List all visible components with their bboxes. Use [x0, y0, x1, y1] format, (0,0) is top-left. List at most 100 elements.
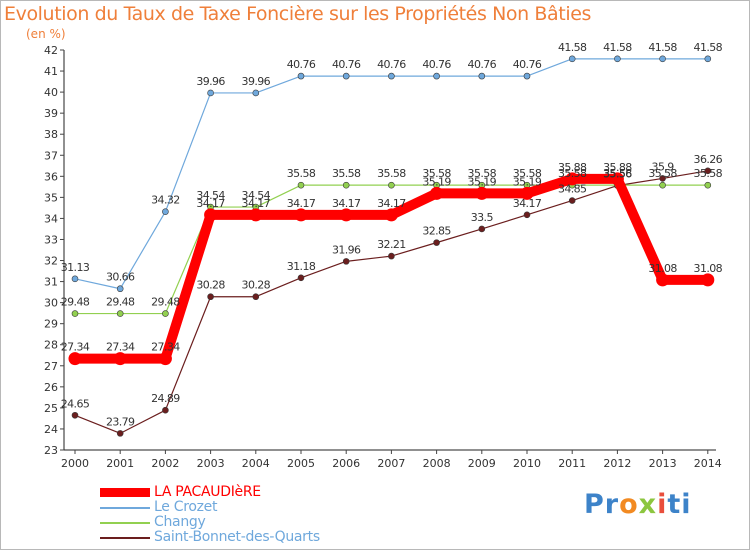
data-point: [116, 310, 124, 317]
data-point: [659, 175, 666, 182]
y-tick-label: 38: [44, 128, 58, 141]
data-label: 39.96: [196, 75, 225, 88]
data-label: 30.66: [106, 271, 135, 284]
x-tick-label: 2006: [332, 457, 360, 470]
data-label: 35.58: [558, 167, 587, 180]
y-tick-label: 26: [44, 381, 58, 394]
data-point: [252, 293, 260, 301]
data-label: 39.96: [242, 75, 271, 88]
data-label: 31.08: [694, 262, 723, 275]
data-label: 24.89: [151, 392, 180, 405]
data-label: 41.58: [558, 41, 587, 54]
y-tick-label: 33: [44, 233, 58, 246]
data-label: 40.76: [332, 58, 361, 71]
x-tick-label: 2003: [197, 457, 225, 470]
y-tick-label: 27: [44, 360, 58, 373]
data-point: [71, 275, 79, 283]
y-tick-label: 31: [44, 276, 58, 289]
data-point: [339, 208, 353, 222]
data-point: [207, 293, 214, 301]
data-point: [249, 208, 263, 222]
data-label: 24.65: [61, 397, 90, 410]
data-label: 32.85: [422, 225, 451, 238]
y-tick-label: 29: [44, 318, 58, 331]
y-tick-label: 23: [44, 444, 58, 457]
data-point: [520, 186, 534, 200]
data-label: 34.17: [377, 197, 406, 210]
x-tick-label: 2014: [694, 457, 722, 470]
data-point: [162, 310, 169, 317]
data-point: [71, 411, 79, 419]
data-label: 34.54: [242, 189, 271, 202]
legend-swatch: [100, 522, 150, 524]
data-label: 34.32: [151, 194, 180, 207]
data-point: [113, 352, 127, 366]
data-point: [342, 181, 350, 189]
x-tick-label: 2011: [558, 457, 586, 470]
data-point: [568, 197, 576, 204]
data-label: 35.88: [558, 161, 587, 174]
data-label: 35.58: [694, 167, 723, 180]
y-axis-unit: (en %): [26, 27, 66, 41]
data-point: [252, 89, 260, 97]
data-label: 35.9: [652, 160, 675, 173]
data-label: 35.58: [422, 167, 451, 180]
data-label: 35.58: [287, 167, 316, 180]
data-label: 31.18: [287, 260, 316, 273]
data-label: 35.58: [377, 167, 406, 180]
y-tick-label: 28: [44, 339, 58, 352]
data-point: [297, 274, 305, 282]
data-point: [704, 55, 712, 63]
data-point: [71, 310, 79, 317]
data-point: [704, 181, 712, 189]
x-tick-label: 2010: [513, 457, 541, 470]
data-point: [342, 72, 350, 80]
data-point: [610, 172, 624, 186]
data-point: [614, 55, 621, 63]
data-label: 35.19: [422, 175, 451, 188]
x-tick-label: 2002: [151, 457, 179, 470]
data-point: [116, 285, 124, 293]
data-label: 34.17: [242, 197, 271, 210]
data-point: [68, 352, 82, 366]
data-point: [433, 239, 440, 246]
data-label: 35.88: [603, 161, 632, 174]
data-point: [158, 352, 172, 366]
data-point: [162, 406, 169, 414]
data-point: [388, 72, 395, 80]
proxiti-logo: Proxiti: [584, 489, 692, 520]
y-tick-label: 32: [44, 255, 58, 268]
data-point: [656, 273, 670, 287]
y-tick-label: 25: [44, 402, 58, 415]
data-point: [297, 181, 305, 189]
data-point: [565, 172, 579, 186]
y-tick-label: 30: [44, 297, 58, 310]
data-point: [478, 225, 486, 233]
y-tick-label: 40: [44, 86, 58, 99]
data-point: [568, 55, 576, 63]
y-tick-label: 24: [44, 423, 58, 436]
data-label: 41.58: [648, 41, 677, 54]
data-label: 27.34: [151, 341, 180, 354]
data-label: 40.76: [468, 58, 497, 71]
data-point: [478, 72, 486, 80]
x-tick-label: 2009: [468, 457, 496, 470]
data-point: [342, 258, 350, 265]
data-label: 31.96: [332, 243, 361, 256]
x-tick-label: 2007: [377, 457, 405, 470]
data-point: [433, 72, 440, 80]
data-point: [116, 430, 124, 437]
data-point: [297, 72, 305, 80]
y-tick-label: 35: [44, 191, 58, 204]
data-label: 40.76: [422, 58, 451, 71]
data-label: 30.28: [242, 279, 271, 292]
data-label: 35.58: [648, 167, 677, 180]
data-label: 35.19: [513, 175, 542, 188]
data-label: 35.19: [468, 175, 497, 188]
data-point: [388, 181, 395, 189]
data-label: 27.34: [106, 341, 135, 354]
y-tick-label: 37: [44, 149, 58, 162]
data-label: 34.17: [196, 197, 225, 210]
